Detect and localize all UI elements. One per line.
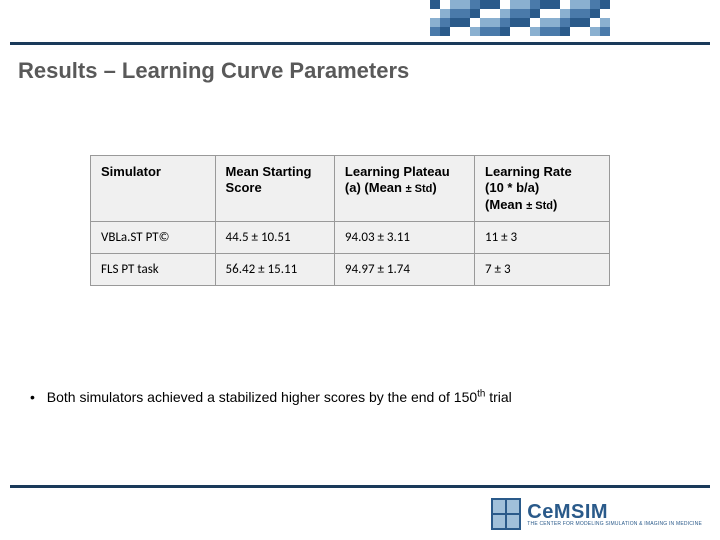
table-row: FLS PT task56.42 ± 15.1194.97 ± 1.747 ± … <box>91 254 610 286</box>
table-cell: 11 ± 3 <box>475 222 610 254</box>
table-cell: VBLa.ST PT© <box>91 222 216 254</box>
top-divider <box>10 42 710 45</box>
logo-sub-text: THE CENTER FOR MODELING SIMULATION & IMA… <box>527 522 702 527</box>
table-cell: FLS PT task <box>91 254 216 286</box>
slide-title: Results – Learning Curve Parameters <box>18 58 409 84</box>
bullet-text: Both simulators achieved a stabilized hi… <box>47 389 512 405</box>
table-cell: 94.97 ± 1.74 <box>334 254 474 286</box>
logo-main-text: CeMSIM <box>527 502 702 522</box>
results-table-container: SimulatorMean Starting ScoreLearning Pla… <box>90 155 610 286</box>
table-header: Learning Rate(10 * b/a)(Mean ± Std) <box>475 156 610 222</box>
header-decoration <box>430 0 610 36</box>
table-cell: 94.03 ± 3.11 <box>334 222 474 254</box>
logo-text: CeMSIM THE CENTER FOR MODELING SIMULATIO… <box>527 502 702 527</box>
bullet-dot: • <box>30 389 35 405</box>
footer-logo: CeMSIM THE CENTER FOR MODELING SIMULATIO… <box>491 498 702 530</box>
table-header: Mean Starting Score <box>215 156 334 222</box>
table-cell: 7 ± 3 <box>475 254 610 286</box>
summary-bullet: • Both simulators achieved a stabilized … <box>30 388 512 405</box>
table-cell: 56.42 ± 15.11 <box>215 254 334 286</box>
logo-icon <box>491 498 521 530</box>
bottom-divider <box>10 485 710 488</box>
table-cell: 44.5 ± 10.51 <box>215 222 334 254</box>
results-table: SimulatorMean Starting ScoreLearning Pla… <box>90 155 610 286</box>
table-header: Learning Plateau (a) (Mean ± Std) <box>334 156 474 222</box>
table-header: Simulator <box>91 156 216 222</box>
table-row: VBLa.ST PT©44.5 ± 10.5194.03 ± 3.1111 ± … <box>91 222 610 254</box>
